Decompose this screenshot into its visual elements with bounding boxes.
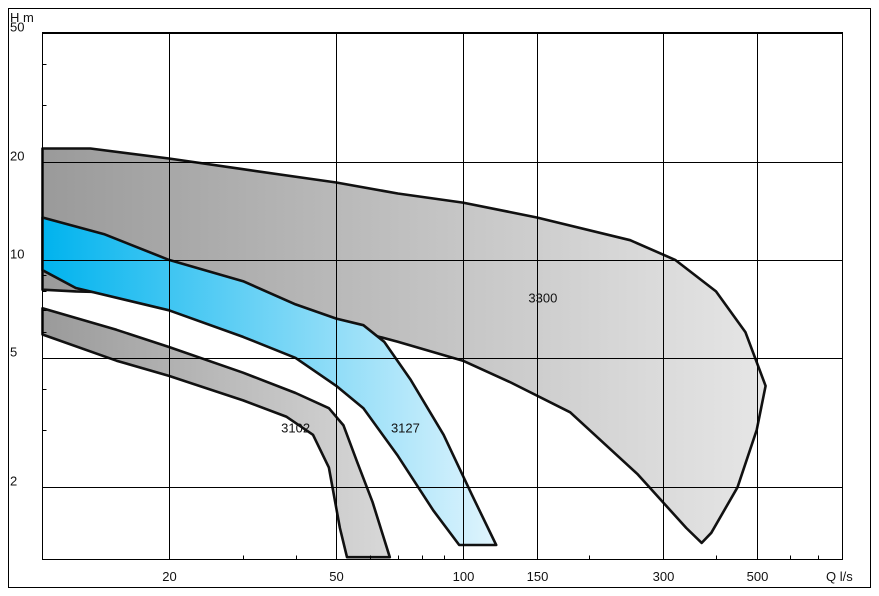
x-tick-label-20: 20 (162, 569, 176, 584)
x-tick-label-100: 100 (453, 569, 475, 584)
plot-frame (42, 32, 843, 560)
x-tick-label-50: 50 (329, 569, 343, 584)
chart-frame (8, 8, 871, 588)
region-3127 (41, 216, 498, 547)
y-axis-label: H m (10, 10, 34, 25)
y-tick-label-50: 50 (10, 20, 24, 35)
region-3102 (41, 306, 392, 559)
region-label-3300: 3300 (528, 290, 557, 305)
grid-layer (42, 32, 843, 560)
regions-layer (41, 147, 767, 559)
x-axis-label: Q l/s (826, 569, 853, 584)
labels-layer: 20 50 100 150 300 500 50 20 10 5 2 3300 3127 3102 (10, 20, 768, 585)
x-tick-label-500: 500 (747, 569, 769, 584)
y-tick-label-2: 2 (10, 474, 17, 489)
y-tick-label-10: 10 (10, 247, 24, 262)
y-tick-label-20: 20 (10, 149, 24, 164)
x-tick-label-300: 300 (653, 569, 675, 584)
region-label-3127: 3127 (391, 420, 420, 435)
region-label-3102: 3102 (281, 420, 310, 435)
y-tick-label-5: 5 (10, 345, 17, 360)
x-tick-label-150: 150 (527, 569, 549, 584)
